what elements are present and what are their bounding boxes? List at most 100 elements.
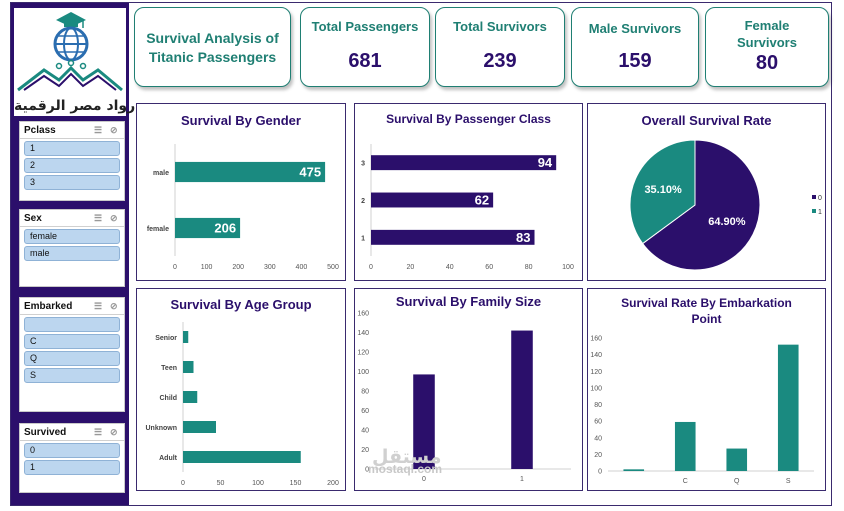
category-label: Child [160, 395, 178, 402]
tick-label: 20 [594, 452, 602, 459]
bar [183, 391, 198, 403]
chart-embark-plot: 0 20 40 60 80 100 120 140 160 C Q S [590, 336, 814, 485]
slicer-title: Sex [24, 212, 42, 224]
dashboard-title: Survival Analysis of Titanic Passengers [146, 30, 279, 65]
chart-family-plot: 0 20 40 60 80 100 120 140 160 0 1 [357, 311, 571, 483]
tick-label: 60 [594, 419, 602, 426]
tick-label: 60 [361, 408, 369, 415]
category-label: C [683, 478, 688, 485]
chart-pclass: Survival By Passenger Class 0 20 40 60 80 100… [354, 103, 583, 281]
clear-filter-icon[interactable]: ⊘ [110, 125, 118, 135]
title-card: Survival Analysis of Titanic Passengers [134, 7, 291, 87]
slicer-item[interactable]: male [24, 246, 120, 261]
data-label: 64.90% [708, 216, 746, 228]
chart-title: Survival Rate By Embarkation Point [621, 296, 792, 326]
category-label: 3 [361, 161, 365, 168]
category-label: Q [734, 478, 740, 485]
data-label: 475 [299, 165, 321, 180]
tick-label: 140 [357, 330, 369, 337]
tick-label: 0 [173, 264, 177, 271]
slicer-item[interactable]: Q [24, 351, 120, 366]
data-label: 94 [538, 155, 553, 170]
tick-label: 120 [590, 369, 602, 376]
slicer-item[interactable]: 3 [24, 175, 120, 190]
pie-slice [641, 139, 761, 271]
multi-select-icon[interactable]: ☰ [94, 427, 103, 437]
kpi-value: 80 [755, 52, 779, 74]
multi-select-icon[interactable]: ☰ [94, 125, 103, 135]
kpi-label: Male Survivors [588, 21, 682, 36]
category-label: Unknown [146, 425, 178, 432]
tick-label: 300 [264, 264, 276, 271]
chart-overall: Overall Survival Rate 64.90% 35.10% 0 1 [587, 103, 826, 281]
tick-label: 140 [590, 352, 602, 359]
tick-label: 20 [361, 447, 369, 454]
data-label: 83 [516, 230, 530, 245]
category-label: 1 [361, 235, 365, 242]
chart-gender: Survival By Gender 0 100 200 300 400 500 male 4… [136, 103, 346, 281]
category-label: female [147, 226, 169, 233]
slicer-item[interactable]: 1 [24, 460, 120, 475]
bar [183, 361, 194, 373]
tick-label: 500 [327, 264, 339, 271]
legend-label: 0 [818, 195, 822, 202]
slicer-item[interactable]: C [24, 334, 120, 349]
category-label: Senior [155, 335, 177, 342]
logo: رواد مصر الرقمية [14, 8, 135, 116]
kpi-card: Total Passengers 681 [300, 7, 430, 87]
kpi-label: Total Passengers [311, 19, 419, 34]
chart-title: Overall Survival Rate [641, 113, 772, 128]
watermark-latin: mostaql.com [368, 462, 443, 476]
chart-family: Survival By Family Size 0 20 40 60 80 100 120 1… [354, 288, 583, 491]
kpi-label: Female Survivors [737, 18, 797, 50]
clear-filter-icon[interactable]: ⊘ [110, 427, 118, 437]
clear-filter-icon[interactable]: ⊘ [110, 301, 118, 311]
bar [371, 155, 557, 171]
chart-title: Survival By Gender [181, 113, 301, 128]
slicer-item[interactable]: 1 [24, 141, 120, 156]
data-label: 35.10% [644, 184, 682, 196]
multi-select-icon[interactable]: ☰ [94, 301, 103, 311]
slicer-item[interactable]: female [24, 229, 120, 244]
bar [371, 192, 494, 208]
legend-label: 1 [818, 209, 822, 216]
tick-label: 100 [590, 385, 602, 392]
tick-label: 80 [525, 264, 533, 271]
legend-swatch [812, 195, 816, 199]
bar [183, 331, 189, 343]
slicer-sex: Sex ☰ ⊘ female male [19, 209, 125, 287]
bar [674, 421, 696, 471]
slicer-item[interactable] [24, 317, 120, 332]
bar [413, 374, 435, 469]
category-label: 1 [520, 476, 524, 483]
chart-pclass-plot: 0 20 40 60 80 100 3 94 2 62 1 83 [361, 144, 574, 271]
chart-age-plot: 0 50 100 150 200 Senior Teen Child Unknown Adult [146, 322, 339, 487]
clear-filter-icon[interactable]: ⊘ [110, 213, 118, 223]
multi-select-icon[interactable]: ☰ [94, 213, 103, 223]
slicer-pclass: Pclass ☰ ⊘ 1 2 3 [19, 121, 125, 201]
tick-label: 40 [446, 264, 454, 271]
tick-label: 80 [361, 389, 369, 396]
tick-label: 100 [201, 264, 213, 271]
chart-title: Survival By Family Size [395, 294, 542, 309]
tick-label: 50 [217, 480, 225, 487]
slicer-title: Survived [24, 426, 67, 438]
slicer-item[interactable]: 2 [24, 158, 120, 173]
tick-label: 40 [594, 435, 602, 442]
chart-embark: Survival Rate By Embarkation Point 0 20 40… [587, 288, 826, 491]
category-label: 0 [422, 476, 426, 483]
kpi-label: Total Survivors [453, 19, 547, 34]
tick-label: 150 [290, 480, 302, 487]
bar [777, 344, 799, 471]
kpi-value: 239 [483, 50, 517, 72]
tick-label: 120 [357, 350, 369, 357]
slicer-item[interactable]: S [24, 368, 120, 383]
bar [183, 421, 216, 433]
watermark-arabic: مستقل [372, 446, 442, 468]
tick-label: 400 [296, 264, 308, 271]
bar [175, 161, 326, 183]
category-label: S [786, 478, 791, 485]
slicer-item[interactable]: 0 [24, 443, 120, 458]
kpi-value: 681 [348, 50, 382, 72]
category-label: Adult [159, 455, 178, 462]
